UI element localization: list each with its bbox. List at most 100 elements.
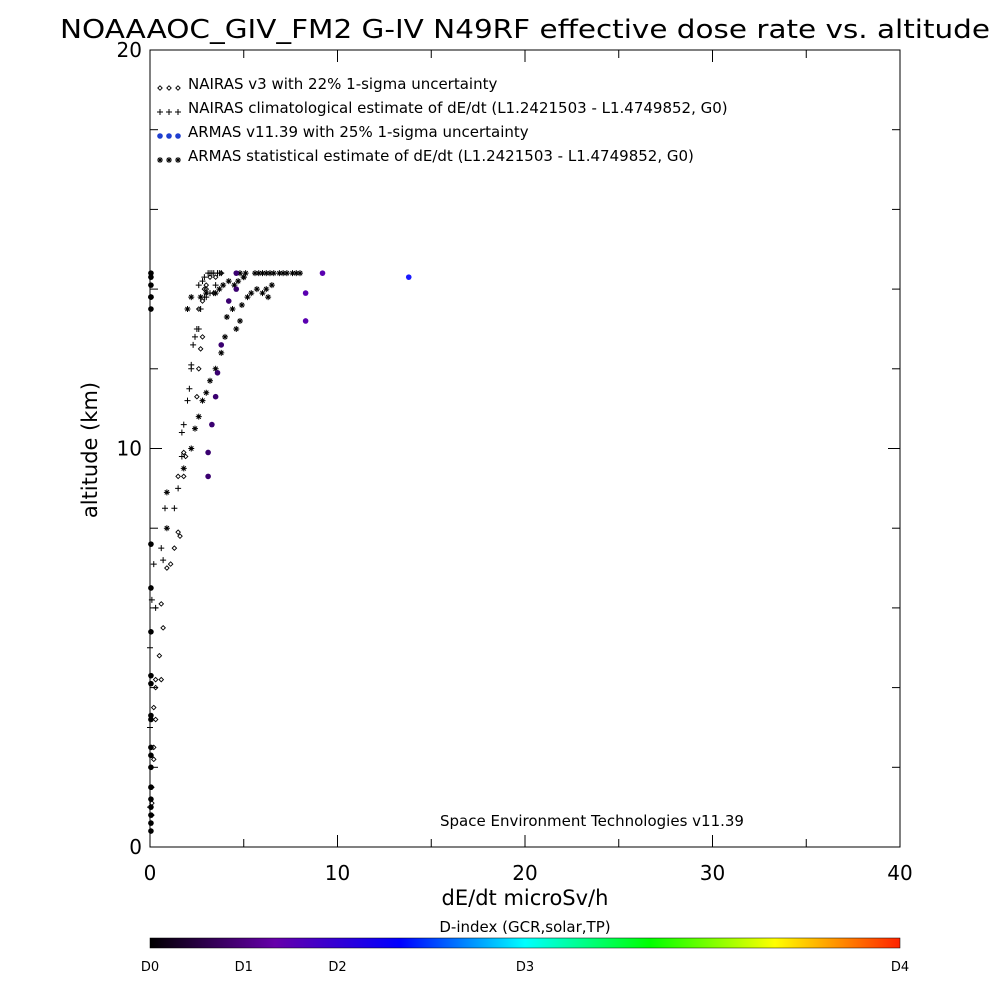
asterisk-point [222, 333, 228, 340]
diamond-point [152, 684, 159, 691]
dot-point [148, 672, 154, 679]
asterisk-point [268, 282, 275, 289]
dot-point [212, 393, 219, 400]
legend-entry: ARMAS v11.39 with 25% 1-sigma uncertaint… [188, 123, 529, 141]
plus-point [162, 505, 168, 512]
asterisk-point [297, 270, 303, 277]
x-tick-label: 40 [887, 861, 912, 885]
plus-point [175, 485, 182, 492]
dot-point [148, 784, 154, 791]
asterisk-point [289, 270, 296, 277]
dot-point [148, 820, 154, 826]
dot-point [148, 804, 154, 810]
x-axis-ticks: 0 10 20 30 40 [144, 50, 913, 885]
plus-point [157, 109, 163, 115]
plus-point [158, 545, 165, 552]
dot-point [214, 369, 221, 376]
dot-point [225, 298, 232, 304]
plot-frame [149, 49, 901, 848]
asterisk-point [255, 270, 262, 277]
diamond-point [164, 565, 170, 571]
asterisk-point [229, 306, 236, 313]
asterisk-point [231, 282, 238, 289]
plus-point [180, 421, 187, 428]
diamond-point [166, 85, 172, 91]
dot-point [205, 473, 211, 480]
y-tick-label: 0 [129, 835, 142, 859]
diamond-point [152, 716, 159, 723]
x-tick-label: 0 [144, 861, 157, 885]
plus-point [199, 278, 206, 285]
diamond-point [167, 561, 174, 567]
plus-point [166, 109, 172, 115]
dot-point [233, 286, 240, 292]
diamond-point [180, 449, 187, 456]
y-axis-ticks: 0 10 20 [117, 38, 900, 859]
plus-point [178, 453, 185, 460]
colorbar-title: D-index (GCR,solar,TP) [439, 918, 610, 936]
diamond-point [212, 274, 219, 280]
plus-point [192, 333, 198, 340]
diamond-point [180, 473, 187, 480]
dot-point [405, 274, 412, 280]
asterisk-point [263, 286, 270, 293]
dot-point [205, 449, 211, 456]
dot-point [319, 270, 326, 276]
asterisk-point [283, 270, 290, 277]
x-axis-label: dE/dt microSv/h [442, 886, 609, 910]
asterisk-point [207, 377, 213, 384]
plus-point [152, 604, 159, 611]
asterisk-point [163, 489, 170, 496]
dot-point [148, 752, 154, 759]
plus-point [147, 724, 153, 731]
dot-point [148, 541, 154, 547]
plus-point [150, 561, 157, 568]
plus-point [212, 282, 219, 289]
plus-point [197, 306, 204, 313]
asterisk-point [184, 306, 191, 313]
x-tick-label: 30 [700, 861, 725, 885]
asterisk-point [237, 317, 243, 324]
dot-point [148, 712, 154, 719]
dot-point [175, 133, 181, 139]
dot-point [148, 828, 154, 834]
asterisk-point [199, 397, 206, 404]
diamond-point [175, 473, 181, 480]
plus-point [188, 361, 195, 368]
asterisk-point [223, 313, 230, 320]
plus-point [195, 325, 202, 332]
diamond-point [156, 652, 163, 659]
diamond-point [182, 453, 189, 460]
asterisk-point [166, 157, 172, 163]
dot-point [302, 290, 309, 296]
dot-point [148, 282, 154, 288]
colorbar-label: D1 [235, 960, 253, 975]
dot-point [148, 764, 154, 771]
asterisk-point [157, 157, 163, 163]
diamond-point [199, 298, 206, 304]
diamond-point [158, 676, 165, 683]
dot-point [157, 133, 163, 139]
asterisk-point [225, 278, 232, 285]
diamond-point [195, 365, 202, 372]
asterisk-point [259, 290, 266, 297]
diamond-point [150, 704, 157, 711]
asterisk-point [263, 270, 270, 277]
plus-point [160, 557, 167, 564]
plus-point [184, 397, 191, 404]
asterisk-point [248, 290, 255, 297]
chart-title: NOAAAOC_GIV_FM2 G-IV N49RF effective dos… [60, 15, 990, 45]
asterisk-point [238, 302, 245, 309]
asterisk-point [240, 274, 247, 281]
dot-point [148, 796, 154, 802]
diamond-point [160, 624, 166, 631]
x-tick-label: 10 [325, 861, 350, 885]
colorbar-labels: D0 D1 D2 D3 D4 [141, 960, 909, 975]
dot-point [302, 318, 309, 324]
dot-point [218, 342, 225, 348]
colorbar [149, 937, 901, 949]
dot-point [148, 306, 154, 312]
diamond-point [152, 676, 159, 683]
colorbar-label: D0 [141, 960, 159, 975]
diamond-point [199, 334, 206, 340]
